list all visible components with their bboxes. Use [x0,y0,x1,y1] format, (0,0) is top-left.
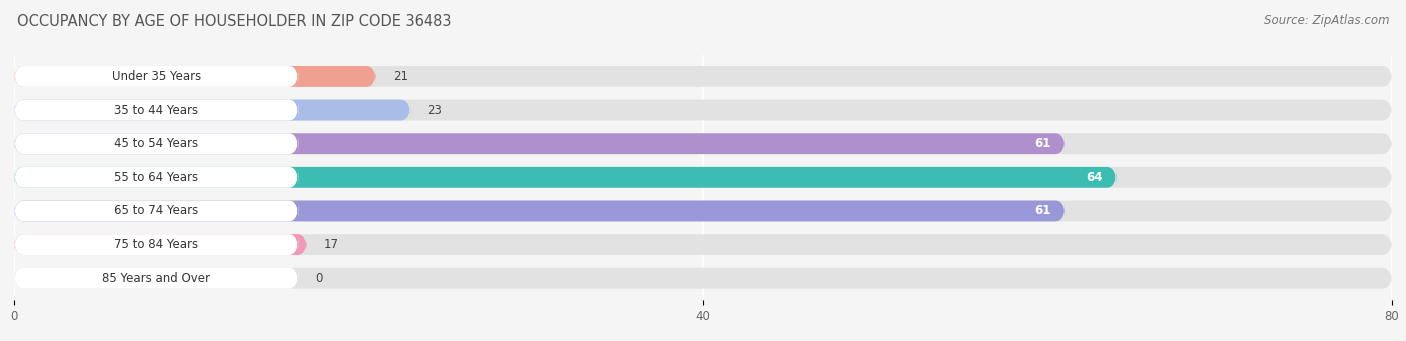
Text: 65 to 74 Years: 65 to 74 Years [114,205,198,218]
Text: 75 to 84 Years: 75 to 84 Years [114,238,198,251]
FancyBboxPatch shape [14,268,1392,288]
Text: OCCUPANCY BY AGE OF HOUSEHOLDER IN ZIP CODE 36483: OCCUPANCY BY AGE OF HOUSEHOLDER IN ZIP C… [17,14,451,29]
FancyBboxPatch shape [14,234,1392,255]
FancyBboxPatch shape [14,234,307,255]
FancyBboxPatch shape [14,133,1064,154]
Text: 45 to 54 Years: 45 to 54 Years [114,137,198,150]
FancyBboxPatch shape [14,66,298,87]
Text: 17: 17 [325,238,339,251]
FancyBboxPatch shape [14,133,1392,154]
FancyBboxPatch shape [14,167,1392,188]
FancyBboxPatch shape [14,133,298,154]
Text: 55 to 64 Years: 55 to 64 Years [114,171,198,184]
FancyBboxPatch shape [14,201,1064,221]
FancyBboxPatch shape [14,167,298,188]
FancyBboxPatch shape [14,268,298,288]
FancyBboxPatch shape [14,100,1392,120]
Text: 35 to 44 Years: 35 to 44 Years [114,104,198,117]
FancyBboxPatch shape [14,100,298,120]
Text: 64: 64 [1085,171,1102,184]
Text: 0: 0 [315,272,323,285]
Text: 23: 23 [427,104,443,117]
Text: 21: 21 [394,70,408,83]
FancyBboxPatch shape [14,201,298,221]
FancyBboxPatch shape [14,66,375,87]
FancyBboxPatch shape [14,234,298,255]
Text: 61: 61 [1035,137,1050,150]
FancyBboxPatch shape [14,167,1116,188]
FancyBboxPatch shape [14,201,1392,221]
Text: Under 35 Years: Under 35 Years [111,70,201,83]
Text: 61: 61 [1035,205,1050,218]
FancyBboxPatch shape [14,66,1392,87]
Text: 85 Years and Over: 85 Years and Over [103,272,209,285]
FancyBboxPatch shape [14,100,411,120]
Text: Source: ZipAtlas.com: Source: ZipAtlas.com [1264,14,1389,27]
